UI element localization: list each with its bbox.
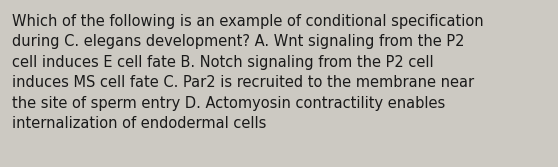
Text: Which of the following is an example of conditional specification
during C. eleg: Which of the following is an example of … [12, 14, 484, 131]
